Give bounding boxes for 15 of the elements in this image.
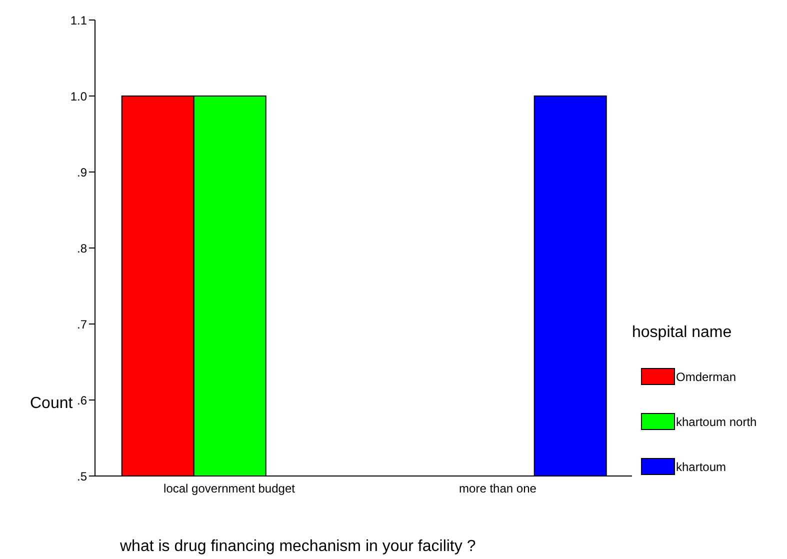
x-tick-label: local government budget [164, 482, 296, 496]
x-tick-label: more than one [459, 482, 537, 496]
legend-label: khartoum north [676, 414, 757, 428]
y-tick-label: .5 [76, 469, 88, 484]
y-tick-label: 1.0 [70, 89, 88, 104]
y-tick-label: 1.1 [70, 13, 88, 28]
y-tick-label: .6 [76, 393, 88, 408]
x-axis-title: what is drug financing mechanism in your facility ? [120, 538, 476, 556]
y-axis-title: Count [30, 395, 73, 413]
legend-title: hospital name [632, 324, 733, 342]
y-tick-label: .8 [76, 241, 88, 256]
legend-label: Omderman [676, 370, 736, 384]
y-tick-label: .7 [76, 317, 88, 332]
y-tick-label: .9 [76, 165, 88, 180]
legend-label: khartoum [676, 460, 726, 474]
